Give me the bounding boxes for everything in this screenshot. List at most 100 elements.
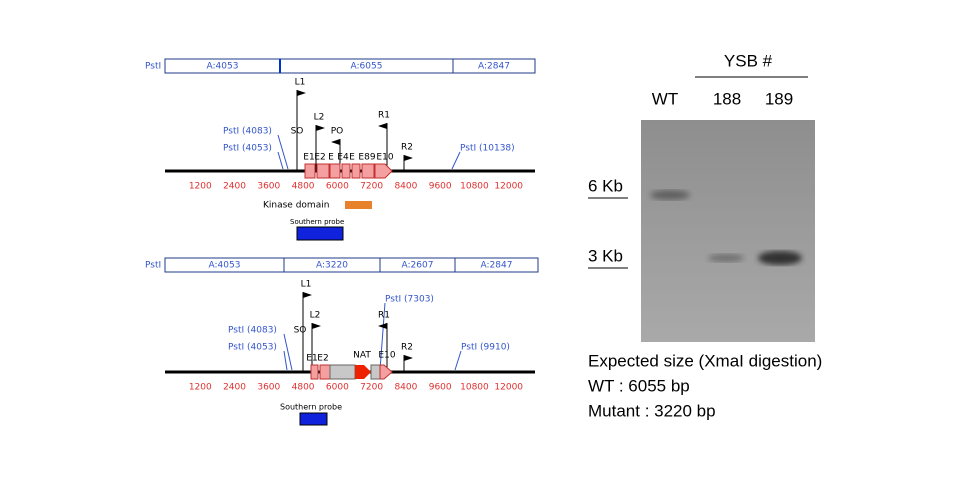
domain-label: Kinase domain (263, 201, 329, 211)
primer-label: PO (331, 127, 344, 137)
band (650, 190, 690, 200)
fragment-bar (164, 58, 536, 74)
exon-label: E4 (337, 153, 349, 163)
site-line (451, 151, 461, 170)
exon (319, 364, 331, 380)
scale-label: 4800 (292, 383, 315, 393)
nat-arrow (355, 365, 371, 379)
primer-label: SO (291, 127, 304, 137)
exon-label: E1 (306, 354, 317, 364)
exon (316, 163, 330, 179)
scale-label: 1200 (189, 182, 212, 192)
exon-label: E10 (378, 351, 395, 361)
fragment-bar (164, 257, 539, 273)
exon (341, 163, 351, 179)
primer-flag (378, 123, 387, 129)
exon (361, 163, 375, 179)
lane-label: WT (652, 89, 678, 108)
site-line (379, 302, 386, 371)
scale-label: 10800 (460, 182, 489, 192)
exon-arrow (379, 364, 393, 380)
southern-probe (296, 226, 344, 241)
size-marker: 6 Kb (588, 176, 623, 195)
nat-body (370, 364, 381, 380)
segment-label: A:2847 (478, 62, 510, 72)
exon-label: E2 (314, 153, 325, 163)
site-line (454, 350, 462, 371)
scale-label: 10800 (460, 383, 489, 393)
segment-label: A:2847 (481, 261, 513, 271)
primer-flag (297, 90, 306, 96)
note: WT : 6055 bp (588, 376, 690, 395)
gel-header: YSB # (724, 51, 773, 70)
scale-label: 9600 (429, 383, 452, 393)
kinase-domain (345, 201, 372, 209)
site-label: PstI (10138) (460, 144, 515, 154)
exon (310, 364, 319, 380)
size-marker: 3 Kb (588, 246, 623, 265)
primer-flag (316, 125, 325, 131)
site-line (283, 350, 288, 371)
band (708, 254, 744, 262)
site-line (283, 333, 293, 371)
primer-flag (404, 155, 413, 161)
note: Mutant : 3220 bp (588, 401, 716, 420)
southern-probe (299, 412, 328, 426)
scale-label: 3600 (257, 383, 280, 393)
primer-label: L2 (310, 311, 321, 321)
primer-flag (331, 139, 340, 145)
primer-label: R2 (401, 343, 413, 353)
scale-label: 6000 (326, 182, 349, 192)
segment-label: A:3220 (316, 261, 348, 271)
note: Expected size (XmaI digestion) (588, 351, 822, 370)
exon (351, 163, 361, 179)
exon (329, 163, 341, 179)
site-label: PstI (7303) (385, 295, 434, 305)
scale-label: 1200 (189, 383, 212, 393)
exon-label: E10 (376, 153, 393, 163)
primer-label: R2 (401, 143, 413, 153)
primer-label: L2 (314, 113, 325, 123)
exon-label: E (349, 153, 355, 163)
exon-label: E (328, 153, 334, 163)
exon (304, 163, 316, 179)
primer-label: R1 (378, 111, 390, 121)
gel-image (641, 120, 815, 342)
primer-label: SO (294, 326, 307, 336)
site-label: PstI (4083) (228, 326, 277, 336)
site-label: PstI (4083) (223, 127, 272, 137)
fragment-label: PstI (145, 261, 161, 271)
site-line (277, 134, 289, 170)
scale-label: 7200 (360, 383, 383, 393)
site-label: PstI (4053) (223, 144, 272, 154)
primer-flag (404, 355, 413, 361)
nat-body (329, 364, 356, 380)
exon-label: E89 (358, 153, 375, 163)
scale-label: 9600 (429, 182, 452, 192)
scale-label: 2400 (223, 383, 246, 393)
scale-label: 2400 (223, 182, 246, 192)
exon-label: NAT (353, 351, 371, 361)
exon-label: E1 (303, 153, 314, 163)
primer-label: L1 (295, 78, 306, 88)
primer-flag (312, 323, 321, 329)
fragment-label: PstI (145, 62, 161, 72)
primer-flag (303, 292, 312, 298)
site-line (277, 151, 284, 170)
lane-label: 188 (713, 89, 741, 108)
scale-label: 12000 (494, 182, 523, 192)
scale-label: 8400 (394, 383, 417, 393)
exon-label: E2 (317, 354, 328, 364)
primer-label: R1 (378, 311, 390, 321)
segment-label: A:4053 (209, 261, 241, 271)
band (758, 251, 802, 265)
lane-label: 189 (765, 89, 793, 108)
segment-label: A:6055 (351, 62, 383, 72)
scale-label: 4800 (292, 182, 315, 192)
scale-label: 8400 (394, 182, 417, 192)
segment-label: A:2607 (402, 261, 434, 271)
scale-label: 12000 (494, 383, 523, 393)
site-label: PstI (4053) (228, 343, 277, 353)
scale-label: 6000 (326, 383, 349, 393)
